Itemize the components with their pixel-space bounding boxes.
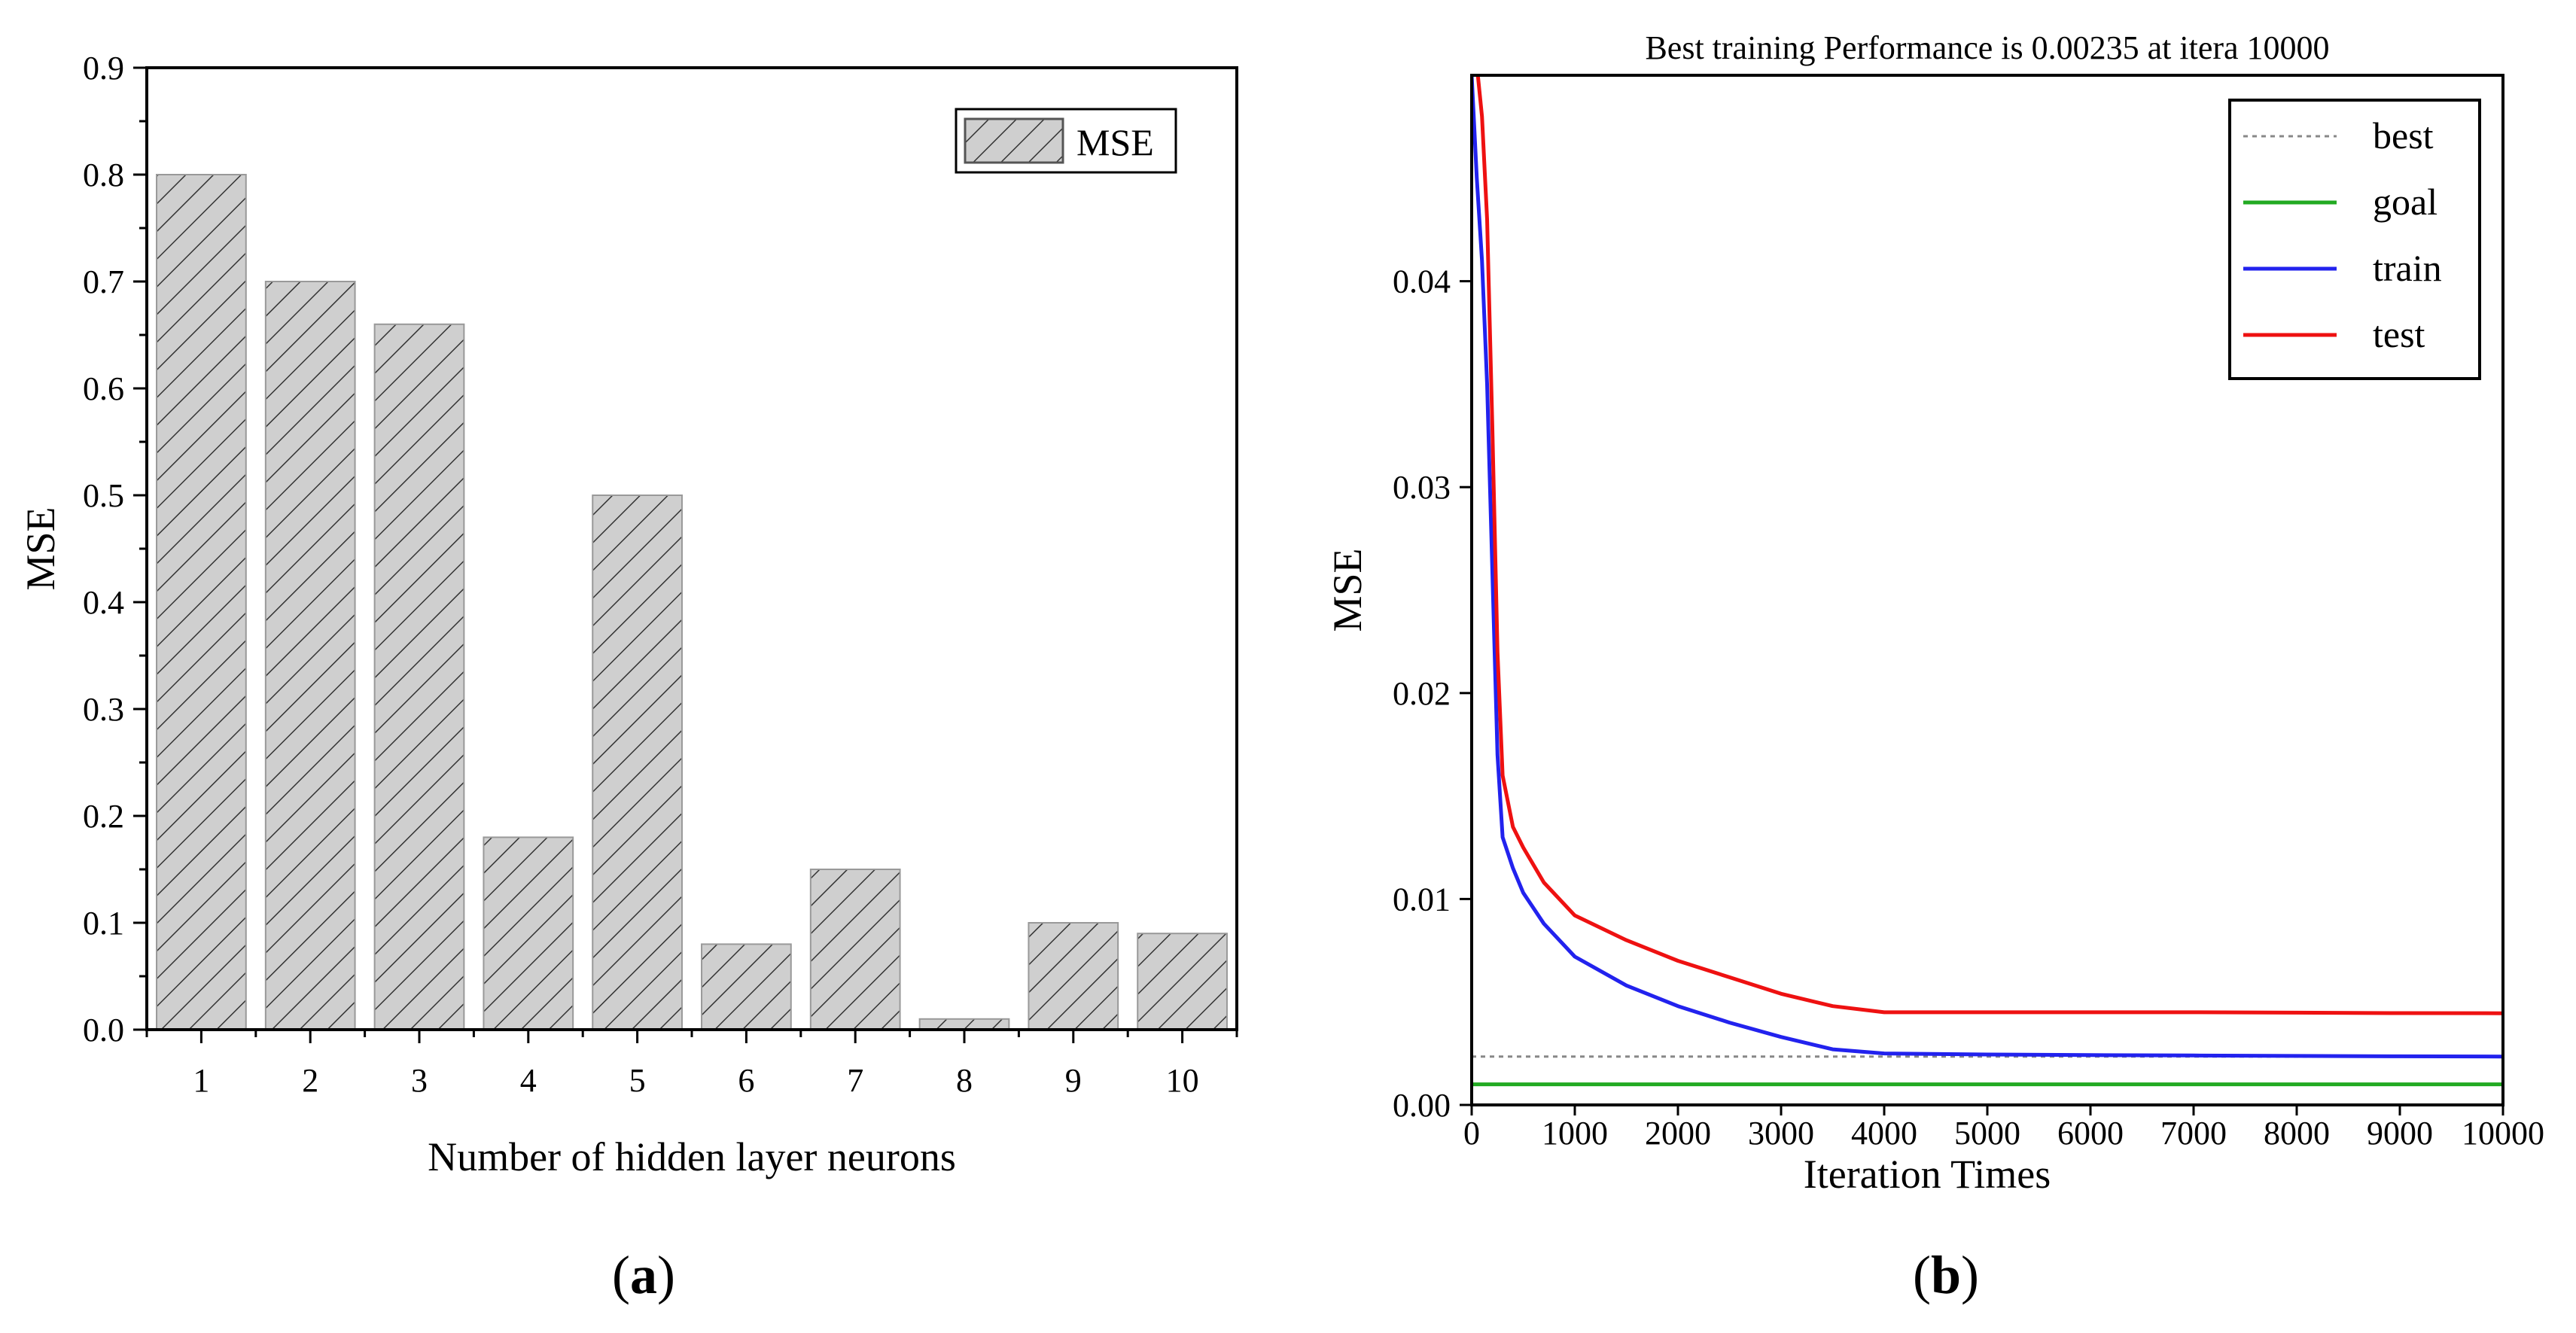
x-tick-label: 3000 (1748, 1115, 1814, 1152)
legend-box-b (2228, 99, 2481, 380)
bar-10 (1137, 933, 1228, 1030)
legend-label-test: test (2373, 313, 2425, 355)
panel-label-a: (a) (612, 1245, 675, 1305)
x-axis-ticks-b: 0 1000 2000 3000 4000 5000 6000 7000 8000 9000 100… (1463, 1105, 2544, 1152)
x-tick-label: 3 (411, 1062, 428, 1099)
x-tick-label: 5 (629, 1062, 646, 1099)
panel-a-bar-chart: 0.0 0.1 0.2 0.3 0.4 0.5 0.6 0.7 0.8 0.9 1 2 3 4 5 6 7 8 9… (18, 50, 1238, 1305)
y-tick-label: 0.7 (83, 263, 124, 300)
panel-b-line-chart: Best training Performance is 0.00235 at … (1325, 29, 2544, 1305)
series-line-train (1472, 75, 2503, 1059)
y-tick-label: 0.04 (1393, 263, 1451, 300)
bars-group (156, 174, 1228, 1031)
legend-label-mse: MSE (1076, 121, 1154, 163)
bar-3 (373, 323, 465, 1030)
x-tick-label: 8 (956, 1062, 973, 1099)
legend-label-goal: goal (2373, 181, 2437, 223)
x-tick-label: 2 (302, 1062, 318, 1099)
panel-letter-b: b (1931, 1245, 1961, 1305)
x-tick-label: 10000 (2462, 1115, 2544, 1152)
bar-6 (701, 943, 792, 1031)
x-tick-label: 5000 (1954, 1115, 2020, 1152)
y-tick-label: 0.3 (83, 691, 124, 728)
bar-9 (1028, 922, 1119, 1030)
x-tick-label: 6 (738, 1062, 754, 1099)
x-tick-label: 1 (193, 1062, 209, 1099)
bar-1 (156, 174, 247, 1030)
y-tick-label: 0.5 (83, 477, 124, 514)
y-axis-label-a: MSE (18, 507, 63, 590)
series-line-test (1475, 75, 2503, 1015)
y-tick-label: 0.9 (83, 50, 124, 87)
x-tick-label: 2000 (1645, 1115, 1711, 1152)
x-tick-label: 4000 (1851, 1115, 1917, 1152)
legend-b: best goal train test (2228, 99, 2481, 380)
y-tick-label: 0.01 (1393, 881, 1451, 918)
y-tick-label: 0.6 (83, 370, 124, 407)
panel-letter-a: a (630, 1245, 657, 1305)
x-tick-label: 10 (1166, 1062, 1199, 1099)
x-tick-label: 1000 (1542, 1115, 1608, 1152)
x-tick-label: 0 (1463, 1115, 1480, 1152)
y-axis-label-b: MSE (1325, 548, 1370, 632)
x-axis-ticks-a: 1 2 3 4 5 6 7 8 9 10 (145, 1030, 1238, 1099)
y-tick-label: 0.1 (83, 905, 124, 942)
y-axis-ticks-a: 0.0 0.1 0.2 0.3 0.4 0.5 0.6 0.7 0.8 0.9 (83, 50, 147, 1048)
x-tick-label: 9000 (2367, 1115, 2433, 1152)
x-tick-label: 4 (520, 1062, 537, 1099)
bar-8 (918, 1018, 1010, 1031)
y-tick-label: 0.4 (83, 584, 124, 621)
chart-title-b: Best training Performance is 0.00235 at … (1645, 29, 2329, 66)
legend-label-train: train (2373, 247, 2442, 289)
y-tick-label: 0.0 (83, 1012, 124, 1048)
x-tick-label: 6000 (2057, 1115, 2124, 1152)
bar-5 (592, 495, 683, 1030)
x-axis-label-a: Number of hidden layer neurons (428, 1134, 956, 1179)
x-tick-label: 8000 (2264, 1115, 2330, 1152)
x-tick-label: 7 (847, 1062, 863, 1099)
bar-2 (264, 281, 356, 1030)
x-tick-label: 9 (1065, 1062, 1082, 1099)
bar-4 (483, 836, 574, 1031)
y-tick-label: 0.8 (83, 157, 124, 193)
x-axis-label-b: Iteration Times (1804, 1152, 2051, 1197)
bar-7 (809, 869, 901, 1030)
y-tick-label: 0.02 (1393, 675, 1451, 712)
legend-swatch-mse (964, 117, 1064, 164)
panel-label-b: (b) (1913, 1245, 1979, 1305)
y-tick-label: 0.2 (83, 798, 124, 835)
legend-label-best: best (2373, 114, 2434, 157)
lines-group (1472, 75, 2503, 1087)
legend-a: MSE (955, 108, 1177, 174)
x-tick-label: 7000 (2160, 1115, 2227, 1152)
y-tick-label: 0.00 (1393, 1087, 1451, 1124)
y-axis-ticks-b: 0.00 0.01 0.02 0.03 0.04 (1393, 263, 1472, 1124)
y-tick-label: 0.03 (1393, 469, 1451, 506)
